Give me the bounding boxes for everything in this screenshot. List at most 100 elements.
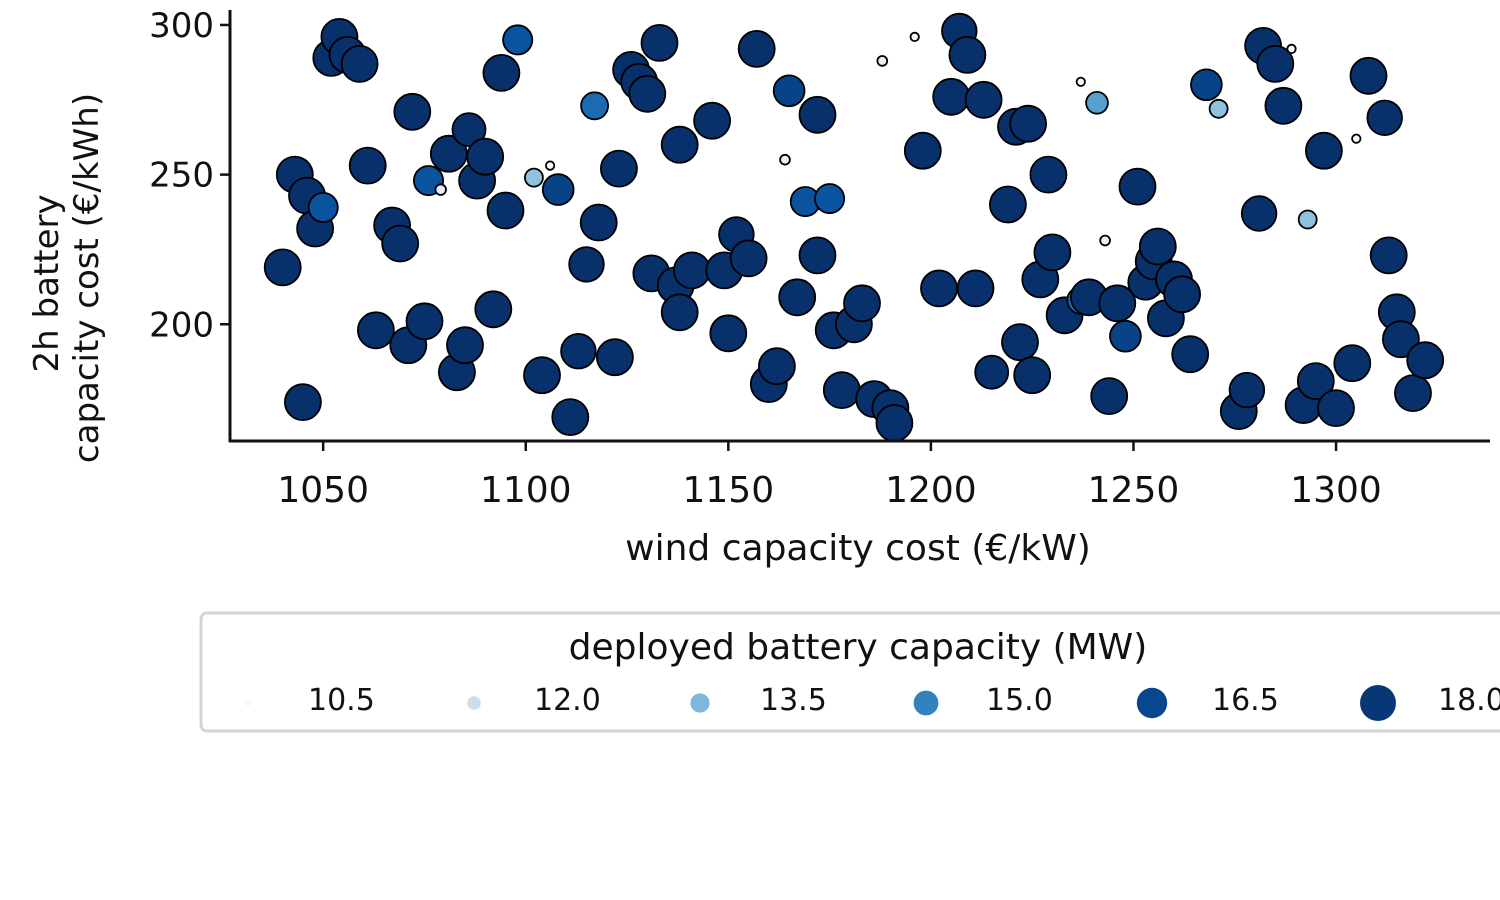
data-point-113 (1264, 86, 1303, 125)
data-point-104 (1163, 275, 1201, 314)
points-layer (263, 12, 1445, 442)
data-point-46 (660, 125, 699, 164)
data-point-61 (798, 95, 837, 134)
data-point-16 (405, 302, 444, 341)
data-point-114 (1286, 43, 1297, 55)
data-point-30 (523, 356, 561, 395)
data-point-105 (1171, 335, 1210, 374)
data-point-94 (1099, 234, 1111, 247)
data-point-57 (779, 153, 791, 166)
legend: deployed battery capacity (MW) 10.5 12.0 1… (199, 611, 1500, 733)
legend-label-16.5: 16.5 (1212, 683, 1279, 718)
data-point-58 (772, 74, 806, 108)
data-point-25 (474, 290, 513, 329)
data-point-44 (640, 24, 679, 62)
data-point-88 (1033, 233, 1072, 272)
data-point-0 (263, 248, 302, 287)
data-point-26 (482, 54, 521, 92)
data-point-110 (1240, 195, 1278, 232)
data-point-84 (1009, 104, 1047, 143)
data-point-67 (843, 284, 881, 323)
data-point-42 (628, 74, 667, 113)
y-tick-label-250: 250 (149, 156, 214, 196)
data-point-21 (446, 326, 484, 365)
data-point-56 (758, 347, 796, 386)
data-point-122 (1349, 56, 1388, 95)
data-point-126 (1382, 320, 1420, 359)
data-point-75 (932, 77, 971, 116)
legend-label-13.5: 13.5 (760, 683, 827, 718)
data-point-53 (729, 239, 768, 278)
data-point-80 (974, 354, 1010, 390)
data-point-128 (1406, 341, 1445, 380)
data-point-32 (541, 173, 575, 206)
data-point-38 (596, 338, 634, 377)
data-point-4 (307, 191, 339, 223)
data-point-116 (1297, 209, 1318, 230)
data-point-106 (1190, 68, 1223, 102)
y-axis-label-line-2: capacity cost (€/kWh) (67, 93, 107, 463)
data-point-27 (486, 191, 525, 230)
data-point-10 (348, 146, 387, 185)
data-point-54 (737, 30, 776, 68)
data-point-24 (466, 137, 505, 176)
data-point-31 (544, 160, 556, 171)
data-point-39 (600, 149, 638, 188)
data-point-87 (1029, 155, 1068, 194)
data-point-98 (1118, 167, 1157, 206)
data-point-48 (673, 251, 711, 290)
data-point-51 (709, 314, 748, 353)
data-point-101 (1138, 227, 1177, 266)
data-point-109 (1228, 371, 1266, 409)
x-tick-label-1300: 1300 (1290, 470, 1382, 511)
data-point-33 (551, 398, 590, 437)
legend-title: deployed battery capacity (MW) (569, 627, 1148, 668)
y-axis-label-line-1: 2h battery (27, 194, 67, 372)
data-point-59 (778, 278, 817, 317)
data-point-93 (1085, 91, 1109, 115)
data-point-35 (568, 246, 605, 283)
data-point-78 (956, 269, 995, 308)
data-point-5 (283, 383, 322, 422)
data-point-34 (560, 333, 597, 370)
data-point-72 (909, 31, 920, 43)
data-point-73 (903, 131, 942, 170)
legend-marker-18.0 (1360, 685, 1396, 721)
data-point-28 (502, 24, 534, 56)
data-point-79 (964, 80, 1003, 119)
legend-label-10.5: 10.5 (308, 683, 375, 718)
data-point-107 (1208, 98, 1229, 119)
ticks-layer: 1050 1100 1150 1200 1250 1300 200 250 300 (149, 6, 1382, 511)
data-point-71 (875, 404, 914, 442)
data-point-9 (340, 45, 379, 83)
data-point-123 (1366, 99, 1403, 136)
data-point-95 (1090, 377, 1129, 416)
data-point-22 (451, 112, 487, 148)
data-point-37 (579, 203, 618, 242)
data-point-13 (381, 224, 420, 263)
data-point-74 (920, 269, 958, 308)
legend-marker-16.5 (1136, 687, 1168, 719)
data-point-120 (1333, 344, 1372, 383)
legend-marker-13.5 (690, 693, 710, 713)
data-point-121 (1351, 133, 1362, 144)
data-point-127 (1394, 374, 1432, 413)
axes-layer (228, 10, 1490, 443)
x-tick-label-1150: 1150 (683, 470, 775, 511)
data-point-112 (1256, 45, 1295, 83)
data-point-118 (1305, 131, 1343, 170)
legend-frame (199, 611, 1500, 733)
legend-label-12.0: 12.0 (534, 683, 601, 718)
y-tick-label-300: 300 (149, 6, 214, 46)
x-tick-label-1100: 1100 (480, 470, 572, 511)
data-point-62 (798, 236, 837, 275)
data-point-15 (393, 92, 432, 131)
data-point-81 (989, 185, 1027, 224)
data-point-117 (1296, 362, 1335, 401)
x-tick-label-1050: 1050 (277, 470, 369, 511)
data-point-124 (1369, 236, 1408, 275)
legend-marker-15.0 (913, 690, 939, 716)
data-point-11 (356, 311, 395, 350)
y-axis-label: 2h battery capacity cost (€/kWh) (27, 93, 107, 463)
